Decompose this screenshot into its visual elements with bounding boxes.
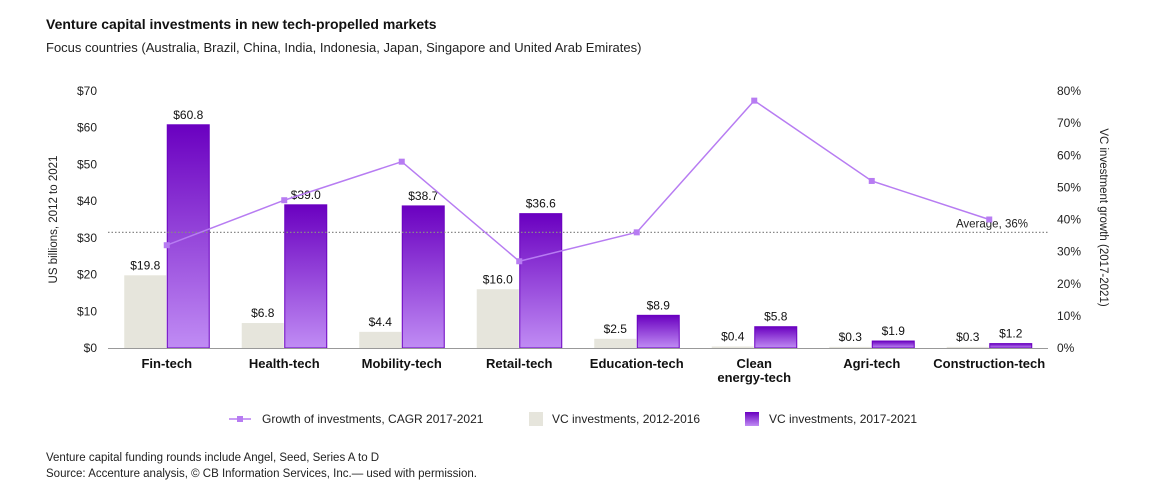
y-tick-label-left: $70	[77, 84, 97, 98]
legend-swatch-2012-2016	[529, 412, 543, 426]
bar-2012-2016	[124, 275, 167, 348]
data-label-2012-2016: $0.4	[721, 330, 745, 344]
x-category-label: Construction-tech	[933, 356, 1045, 371]
data-label-2012-2016: $0.3	[839, 330, 863, 344]
y-tick-label-left: $50	[77, 157, 97, 171]
bar-2017-2021	[989, 343, 1033, 349]
y-tick-label-right: 70%	[1057, 116, 1081, 130]
data-label-2012-2016: $19.8	[130, 258, 160, 272]
bar-2017-2021	[401, 205, 445, 349]
data-label-2012-2016: $2.5	[604, 322, 628, 336]
bar-2012-2016	[946, 346, 989, 348]
data-label-2012-2016: $4.4	[369, 315, 393, 329]
y-tick-label-left: $30	[77, 231, 97, 245]
cagr-marker	[163, 242, 170, 249]
cagr-line	[166, 99, 990, 263]
x-category-label: Fin-tech	[141, 356, 192, 371]
cagr-marker	[281, 197, 288, 204]
legend-line-marker	[237, 416, 243, 422]
y-axis-title-left: US billions, 2012 to 2021	[48, 156, 60, 284]
y-tick-label-right: 0%	[1057, 341, 1075, 355]
data-label-2017-2021: $38.7	[408, 189, 438, 203]
cagr-marker	[398, 158, 405, 165]
footnote-source: Source: Accenture analysis, © CB Informa…	[46, 468, 477, 480]
x-category-label: Retail-tech	[486, 356, 553, 371]
average-label: Average, 36%	[956, 218, 1028, 230]
bar-2017-2021	[754, 326, 798, 349]
x-category-label: Clean	[737, 356, 772, 371]
data-label-2017-2021: $5.8	[764, 310, 788, 324]
legend-label-2017-2021: VC investments, 2017-2021	[769, 412, 917, 426]
cagr-marker	[986, 216, 993, 223]
bar-2012-2016	[241, 323, 284, 348]
bar-2017-2021	[284, 204, 328, 349]
data-label-2017-2021: $36.6	[526, 197, 556, 211]
y-tick-label-left: $0	[84, 341, 98, 355]
y-tick-label-left: $20	[77, 268, 97, 282]
data-label-2017-2021: $8.9	[647, 298, 671, 312]
bar-2012-2016	[594, 338, 637, 348]
legend-label-2012-2016: VC investments, 2012-2016	[552, 412, 700, 426]
y-tick-label-right: 60%	[1057, 148, 1081, 162]
data-label-2012-2016: $0.3	[956, 330, 980, 344]
x-category-label: Education-tech	[590, 356, 684, 371]
cagr-marker	[751, 97, 758, 104]
y-tick-label-right: 50%	[1057, 180, 1081, 194]
y-tick-label-left: $40	[77, 194, 97, 208]
bar-2012-2016	[829, 346, 872, 348]
cagr-marker	[516, 258, 523, 265]
chart-area: $0 $10 $20 $30 $40 $50 $60 $70 0% 10% 20% 30% 40% 50%…	[48, 84, 1109, 426]
chart-subtitle: Focus countries (Australia, Brazil, Chin…	[46, 40, 642, 55]
y-tick-label-right: 20%	[1057, 277, 1081, 291]
y-tick-label-right: 30%	[1057, 245, 1081, 259]
data-label-2012-2016: $6.8	[251, 306, 275, 320]
y-tick-label-left: $60	[77, 121, 97, 135]
y-tick-label-right: 80%	[1057, 84, 1081, 98]
x-category-label: Mobility-tech	[362, 356, 442, 371]
cagr-marker	[633, 229, 640, 236]
data-label-2017-2021: $1.2	[999, 327, 1023, 341]
footnote-funding-rounds: Venture capital funding rounds include A…	[46, 452, 380, 464]
bar-2012-2016	[476, 289, 519, 348]
legend-label-cagr: Growth of investments, CAGR 2017-2021	[262, 412, 484, 426]
data-label-2017-2021: $60.8	[173, 108, 203, 122]
bar-2017-2021	[636, 314, 680, 349]
x-category-label: energy-tech	[717, 370, 791, 385]
y-tick-label-right: 10%	[1057, 309, 1081, 323]
x-category-label: Agri-tech	[843, 356, 900, 371]
y-axis-title-right: VC investment growth (2017-2021)	[1097, 128, 1109, 307]
chart-title: Venture capital investments in new tech-…	[46, 16, 437, 32]
bar-2012-2016	[711, 346, 754, 348]
y-tick-label-left: $10	[77, 304, 97, 318]
cagr-marker	[868, 177, 875, 184]
x-category-label: Health-tech	[249, 356, 320, 371]
data-label-2017-2021: $1.9	[882, 324, 906, 338]
bar-2017-2021	[519, 213, 563, 349]
bar-2012-2016	[359, 331, 402, 348]
y-tick-label-right: 40%	[1057, 213, 1081, 227]
legend-swatch-2017-2021	[745, 412, 759, 426]
bar-2017-2021	[871, 340, 915, 349]
data-label-2012-2016: $16.0	[483, 272, 513, 286]
